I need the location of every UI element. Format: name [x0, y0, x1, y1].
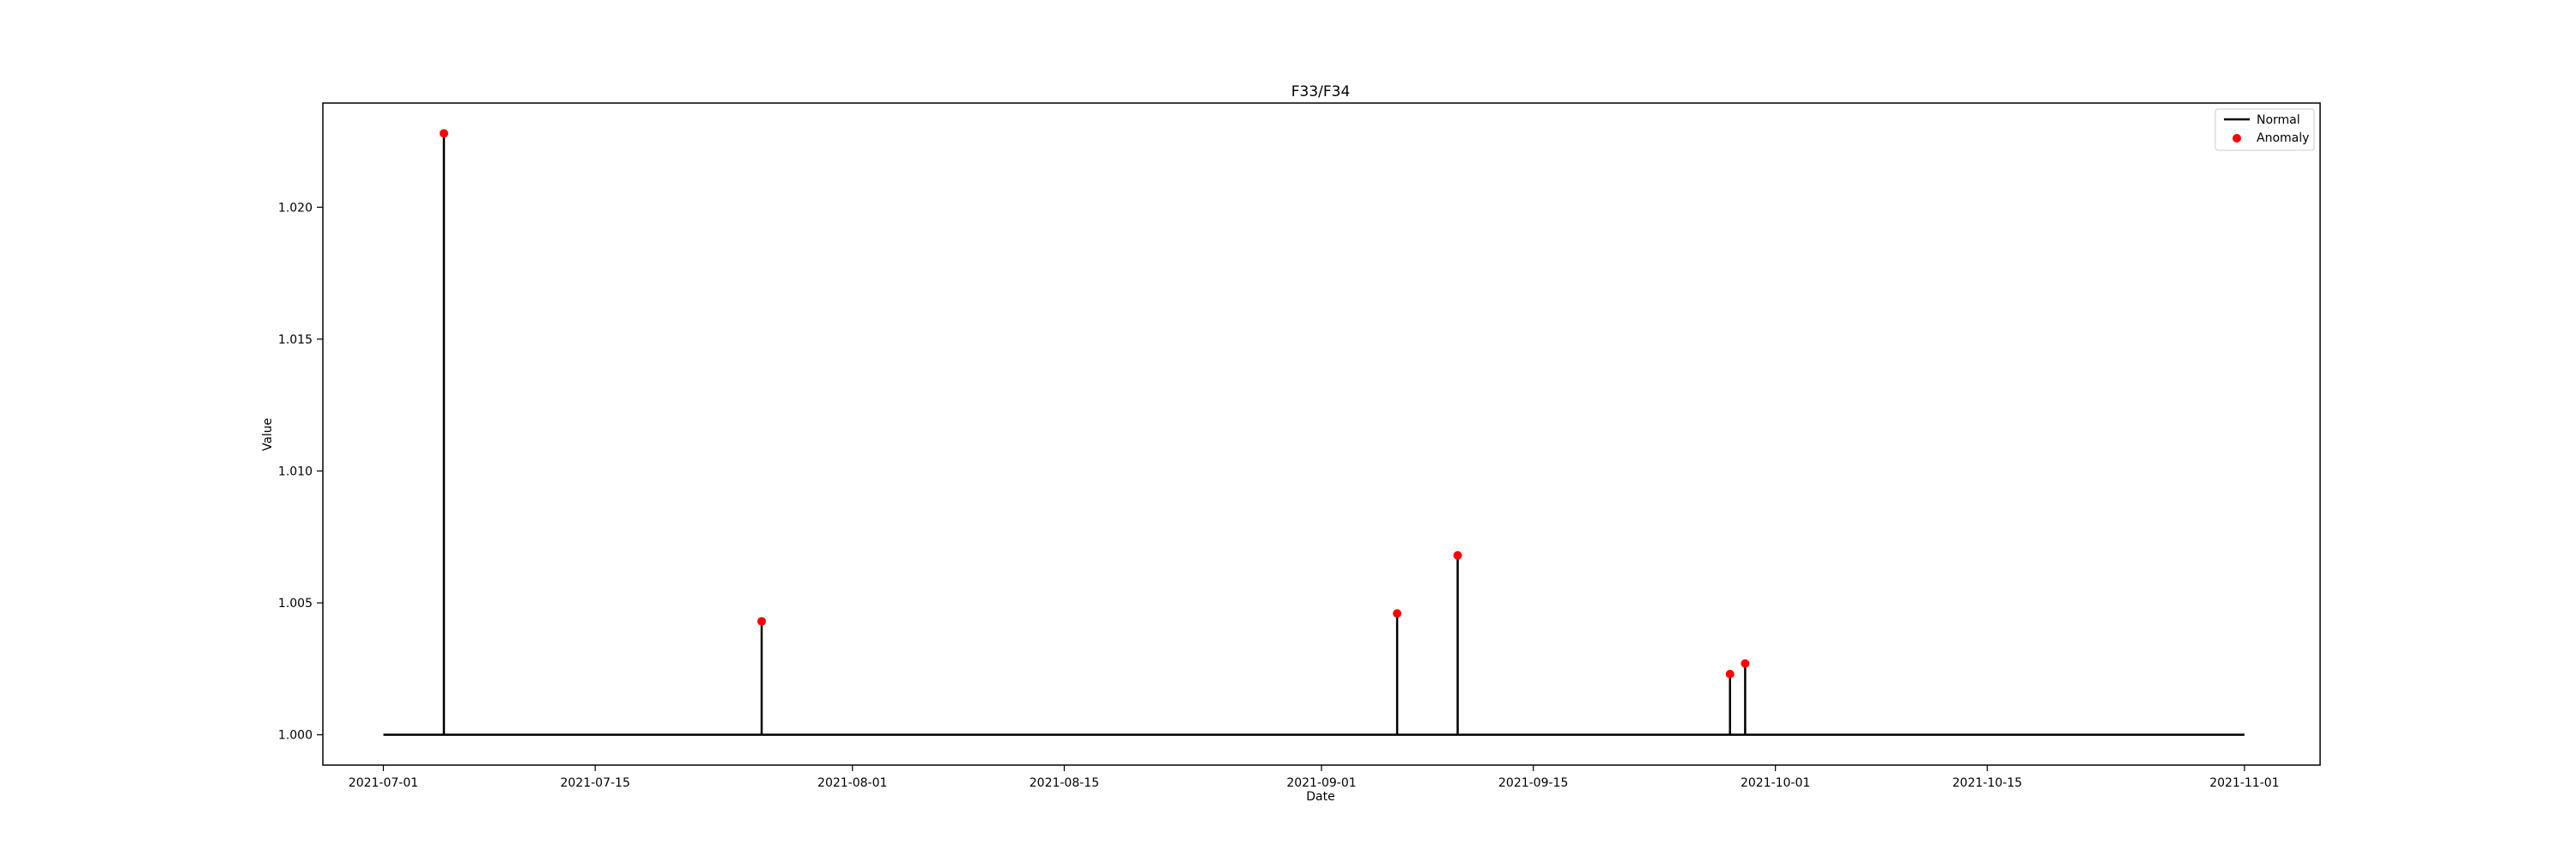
x-axis-label: Date	[1306, 790, 1334, 804]
x-tick-label: 2021-11-01	[2209, 776, 2279, 790]
y-tick-label: 1.005	[278, 597, 313, 611]
x-tick-label: 2021-07-15	[560, 776, 629, 790]
x-tick-label: 2021-07-01	[349, 776, 418, 790]
anomaly-point	[1725, 670, 1735, 679]
y-axis-ticks: 1.000 1.005 1.010 1.015 1.020	[278, 201, 323, 743]
anomaly-series	[439, 129, 1750, 679]
y-tick-label: 1.000	[278, 729, 313, 743]
anomaly-point	[1741, 659, 1750, 668]
legend-anomaly-label: Anomaly	[2257, 131, 2309, 145]
chart-title: F33/F34	[1291, 83, 1351, 100]
x-tick-label: 2021-08-15	[1030, 776, 1099, 790]
anomaly-point	[439, 129, 448, 138]
x-tick-label: 2021-09-15	[1498, 776, 1568, 790]
x-tick-label: 2021-10-15	[1953, 776, 2022, 790]
x-tick-label: 2021-09-01	[1286, 776, 1356, 790]
anomaly-point	[757, 617, 767, 626]
y-tick-label: 1.010	[278, 465, 313, 479]
legend-anomaly-swatch	[2233, 134, 2241, 143]
y-axis-label: Value	[261, 418, 275, 451]
legend-normal-label: Normal	[2257, 113, 2300, 127]
x-tick-label: 2021-08-01	[817, 776, 887, 790]
normal-series-line	[383, 133, 2245, 736]
y-tick-label: 1.020	[278, 201, 313, 215]
anomaly-point	[1453, 550, 1462, 560]
plot-area-frame	[322, 102, 2321, 766]
y-tick-label: 1.015	[278, 333, 313, 347]
normal-series	[383, 133, 2245, 736]
anomaly-point	[1393, 609, 1402, 618]
legend: Normal Anomaly	[2215, 108, 2315, 151]
x-axis-ticks: 2021-07-01 2021-07-15 2021-08-01 2021-08-15…	[349, 765, 2280, 790]
x-tick-label: 2021-10-01	[1741, 776, 1810, 790]
